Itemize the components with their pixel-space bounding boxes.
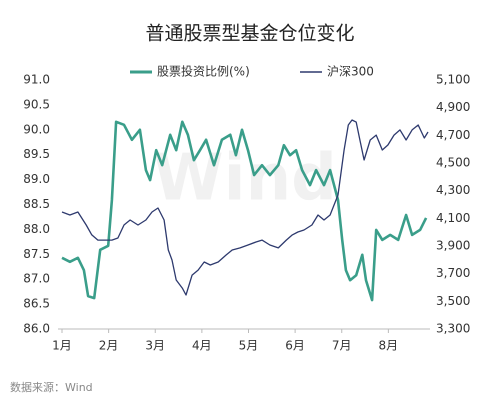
- chart-title: 普通股票型基金仓位变化: [145, 23, 354, 45]
- x-tick-label: 7月: [332, 339, 352, 353]
- y2-tick-label: 4,100: [436, 211, 470, 225]
- y-tick-label: 87.0: [23, 272, 50, 286]
- legend-label: 股票投资比例(%): [157, 64, 250, 79]
- y-tick-label: 90.5: [23, 97, 50, 111]
- y2-tick-label: 4,300: [436, 183, 470, 197]
- x-tick-label: 1月: [52, 339, 72, 353]
- y2-tick-label: 5,100: [436, 73, 470, 87]
- y2-tick-label: 4,700: [436, 128, 470, 142]
- y2-tick-label: 3,900: [436, 239, 470, 253]
- x-tick-label: 2月: [99, 339, 119, 353]
- watermark: Wind: [153, 142, 337, 216]
- y2-tick-label: 4,500: [436, 156, 470, 170]
- series-line: [61, 119, 429, 296]
- legend-label: 沪深300: [327, 65, 374, 79]
- y-tick-label: 88.5: [23, 197, 50, 211]
- y-tick-label: 89.5: [23, 147, 50, 161]
- y2-tick-label: 3,500: [436, 294, 470, 308]
- y2-tick-label: 3,700: [436, 266, 470, 280]
- source-note: 数据来源：Wind: [10, 380, 93, 394]
- y-tick-label: 89.0: [23, 172, 50, 186]
- y-tick-label: 86.0: [23, 322, 50, 336]
- x-tick-label: 3月: [145, 339, 165, 353]
- y-tick-label: 88.0: [23, 222, 50, 236]
- series-line: [61, 120, 428, 302]
- y-tick-label: 87.5: [23, 247, 50, 261]
- y-tick-label: 90.0: [23, 122, 50, 136]
- y-tick-label: 86.5: [23, 297, 50, 311]
- y2-tick-label: 3,300: [436, 322, 470, 336]
- x-tick-label: 8月: [379, 339, 399, 353]
- x-tick-label: 5月: [239, 339, 259, 353]
- x-tick-label: 6月: [285, 339, 305, 353]
- y2-tick-label: 4,900: [436, 100, 470, 114]
- y-tick-label: 91.0: [23, 73, 50, 87]
- x-tick-label: 4月: [192, 339, 212, 353]
